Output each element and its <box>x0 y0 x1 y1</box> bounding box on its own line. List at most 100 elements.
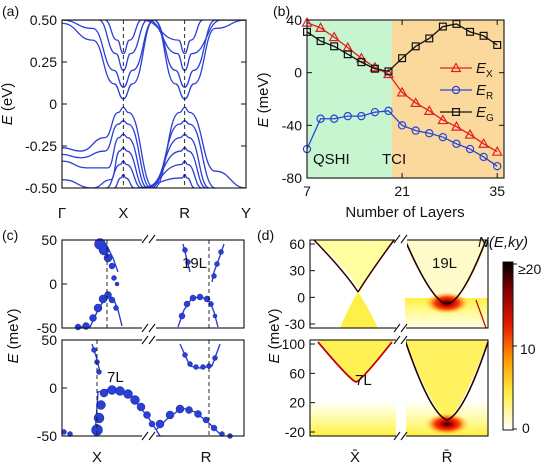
panel-b-point-er <box>384 106 393 116</box>
panel-c-point <box>98 244 110 256</box>
panel-d: (d) E (meV) 19L 7L <box>257 227 541 466</box>
panel-c-point <box>210 424 218 432</box>
panel-c-point <box>108 262 116 270</box>
panel-c-point <box>99 388 109 398</box>
panel-b-point-er <box>493 161 502 171</box>
panel-b-point-er <box>411 126 420 135</box>
panel-a-band-c2 <box>62 20 246 88</box>
panel-c-point <box>187 361 193 367</box>
panel-label-c: (c) <box>2 227 18 243</box>
panel-d-colorbar-gradient <box>502 261 514 431</box>
panel-c-point <box>123 389 133 399</box>
panel-a-band-v4 <box>62 147 207 188</box>
panel-b-point-ex <box>369 61 381 72</box>
panel-a-ytick-label: 0 <box>49 96 57 112</box>
panel-c-ytick-label: -50 <box>37 428 57 444</box>
panel-a-ytick-label: 0.25 <box>30 54 57 70</box>
panel-d-colorbar-tick-min: 0 <box>522 420 530 436</box>
panel-b-legend-marker-er <box>451 85 461 95</box>
panel-c-point <box>182 352 188 358</box>
panel-b-ytick-label: 0 <box>294 65 302 81</box>
panel-c-xtick-r: R <box>201 449 212 466</box>
panel-b-point-ex <box>450 120 462 131</box>
panel-c-point <box>143 411 151 419</box>
panel-b-legend-label-eg: EG <box>476 104 494 124</box>
panel-b-point-ex <box>478 138 490 148</box>
panel-d-colorbar: N(E,ky) ≥20 10 0 <box>478 234 541 436</box>
panel-c-point <box>189 294 197 302</box>
panel-b-point-er <box>479 152 488 162</box>
panel-b-ytick-label: -80 <box>282 170 302 186</box>
panel-b-frame <box>306 19 505 179</box>
panel-a-band-lines <box>62 20 246 188</box>
panel-a-ticks: 0.50 0.25 0 -0.25 -0.50Γ X R Y <box>25 12 251 222</box>
panel-c-point <box>214 261 220 267</box>
panel-a-band-v5 <box>105 160 203 188</box>
panel-c-point <box>183 300 191 308</box>
panel-d-xtick-xbar: X̄ <box>350 449 360 466</box>
panel-c-point <box>148 420 156 428</box>
panel-c-point <box>212 355 218 361</box>
panel-c-point <box>200 364 206 370</box>
panel-a-xtick-label: Y <box>241 205 251 222</box>
panel-a-band-c1 <box>62 20 246 100</box>
panel-d-ytick-label: 20 <box>289 395 305 411</box>
panel-c-point <box>96 400 106 410</box>
panel-c-19L-points <box>74 238 225 331</box>
panel-c-ytick-label: 50 <box>41 232 57 248</box>
panel-d-19L-label: 19L <box>432 255 457 272</box>
panel-b-legend-marker-eg <box>452 107 461 116</box>
panel-b-point-er <box>329 114 339 123</box>
panel-c-point <box>212 313 218 319</box>
panel-c-point <box>89 314 97 322</box>
panel-d-heatmap-19L <box>310 239 488 329</box>
panel-d-xtick-rbar: R̄ <box>442 449 453 466</box>
panel-b: (b) 40 0 -40 -807 21 35 Number of Layers E (m… <box>255 3 505 221</box>
panel-c-point <box>103 253 113 263</box>
panel-c-subpanel-19L: 19L <box>61 238 245 331</box>
panel-b-series <box>301 16 503 171</box>
panel-c-19L-label: 19L <box>182 255 207 272</box>
panel-b-point-eg <box>357 58 366 67</box>
panel-b-xtick-label: 21 <box>394 183 410 199</box>
panel-c-point <box>185 406 193 414</box>
panel-c-point <box>91 347 97 353</box>
panel-c-point <box>165 410 175 420</box>
panel-c-point <box>114 281 120 287</box>
panel-a-xtick-label: X <box>118 205 128 222</box>
panel-b-point-ex <box>382 68 395 79</box>
panel-b-point-er <box>438 132 448 142</box>
panel-b-legend-label-ex: EX <box>476 60 493 80</box>
panel-a-ytick-label: -0.25 <box>25 138 57 154</box>
panel-a-xtick-label: Γ <box>58 205 66 222</box>
panel-c-7L-points <box>61 343 233 439</box>
panel-c-subpanel-7L: 7L <box>61 339 245 439</box>
panel-b-ticks: 40 0 -40 -807 21 35 <box>282 12 505 199</box>
panel-b-point-ex <box>396 86 408 97</box>
panel-b-point-eg <box>479 31 488 40</box>
panel-d-axis-breaks <box>393 232 408 444</box>
panel-a-band-v1 <box>62 106 246 188</box>
panel-c-point <box>218 249 224 255</box>
panel-label-a: (a) <box>2 3 19 19</box>
panel-c: (c) E (meV) <box>2 227 245 466</box>
panel-c-point <box>208 301 214 307</box>
panel-d-ticks: 60 30 0 -30 100 60 20 -20 <box>282 236 315 440</box>
panel-a-band-v6 <box>113 173 195 188</box>
panel-b-point-eg <box>370 64 379 73</box>
panel-c-point <box>193 364 199 370</box>
panel-a-ytick-label: -0.50 <box>25 180 57 196</box>
panel-b-regions <box>307 20 504 178</box>
panel-c-point <box>93 303 103 313</box>
panel-label-b: (b) <box>273 3 290 19</box>
panel-b-point-er <box>370 107 380 117</box>
panel-b-point-eg <box>466 27 475 36</box>
panel-b-legend-label-er: ER <box>476 82 493 102</box>
panel-b-point-eg <box>438 22 447 31</box>
panel-b-point-eg <box>330 42 339 51</box>
panel-c-point <box>111 275 117 281</box>
panel-c-point <box>130 395 140 405</box>
panel-b-xlabel: Number of Layers <box>345 204 464 221</box>
panel-a-xtick-label: R <box>179 205 190 222</box>
